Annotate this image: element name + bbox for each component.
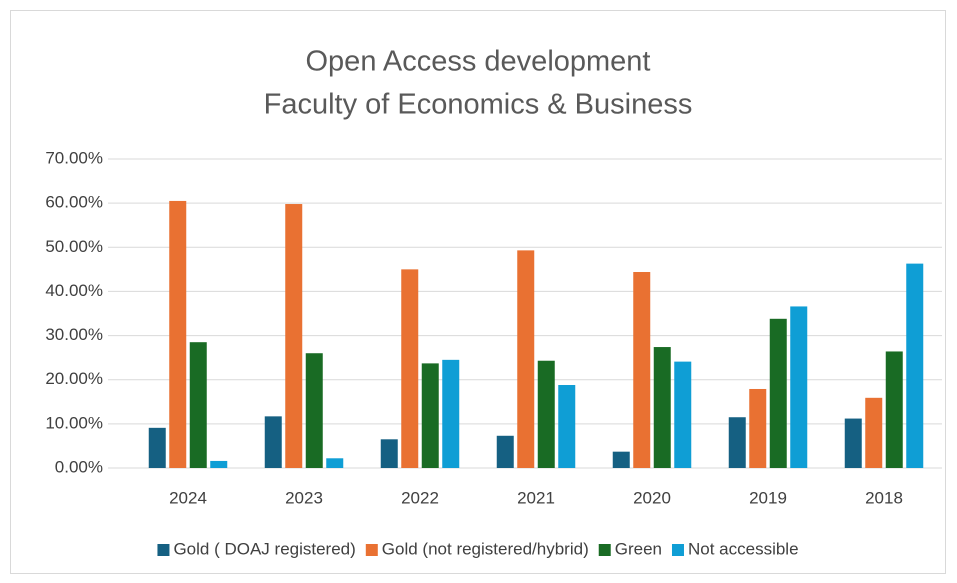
legend-label: Gold (not registered/hybrid) <box>382 539 589 558</box>
x-tick-label: 2019 <box>749 488 787 507</box>
bar <box>790 306 808 468</box>
bar <box>517 250 535 468</box>
y-tick-label: 20.00% <box>45 369 103 388</box>
bar <box>401 269 419 468</box>
chart-frame <box>10 10 946 574</box>
bar <box>537 360 555 468</box>
bar <box>612 451 630 468</box>
bar <box>865 397 883 468</box>
y-tick-label: 70.00% <box>45 148 103 167</box>
bar <box>326 458 344 468</box>
bar <box>844 418 862 468</box>
bar <box>885 351 903 468</box>
chart-title: Open Access development <box>306 46 651 78</box>
bar <box>769 318 787 468</box>
bar <box>305 353 323 468</box>
y-tick-label: 60.00% <box>45 193 103 212</box>
legend-label: Not accessible <box>688 539 799 558</box>
bar <box>285 204 303 469</box>
legend-label: Gold ( DOAJ registered) <box>173 539 355 558</box>
bar <box>210 460 228 468</box>
bar <box>558 385 576 468</box>
legend-swatch <box>671 544 684 556</box>
bar <box>148 427 166 468</box>
bar <box>442 359 460 468</box>
legend-swatch <box>157 544 170 556</box>
y-tick-label: 40.00% <box>45 281 103 300</box>
x-tick-label: 2018 <box>865 488 903 507</box>
legend-swatch <box>598 544 611 556</box>
chart-title: Faculty of Economics & Business <box>264 89 693 121</box>
bar <box>653 347 671 468</box>
x-tick-label: 2021 <box>517 488 555 507</box>
bar <box>264 416 282 468</box>
y-tick-label: 30.00% <box>45 325 103 344</box>
y-tick-label: 0.00% <box>55 457 103 476</box>
legend-swatch <box>365 544 378 556</box>
y-tick-label: 10.00% <box>45 413 103 432</box>
bar <box>674 361 692 468</box>
bar <box>728 417 746 468</box>
bar <box>380 439 398 468</box>
bar <box>749 388 767 468</box>
legend-label: Green <box>615 539 662 558</box>
y-tick-label: 50.00% <box>45 237 103 256</box>
bar <box>633 272 651 468</box>
x-tick-label: 2024 <box>169 488 207 507</box>
x-tick-label: 2020 <box>633 488 671 507</box>
bar <box>906 263 924 468</box>
bar <box>421 363 439 468</box>
bar <box>169 200 187 468</box>
x-tick-label: 2023 <box>285 488 323 507</box>
bar <box>189 342 207 468</box>
x-tick-label: 2022 <box>401 488 439 507</box>
bar <box>496 435 514 468</box>
